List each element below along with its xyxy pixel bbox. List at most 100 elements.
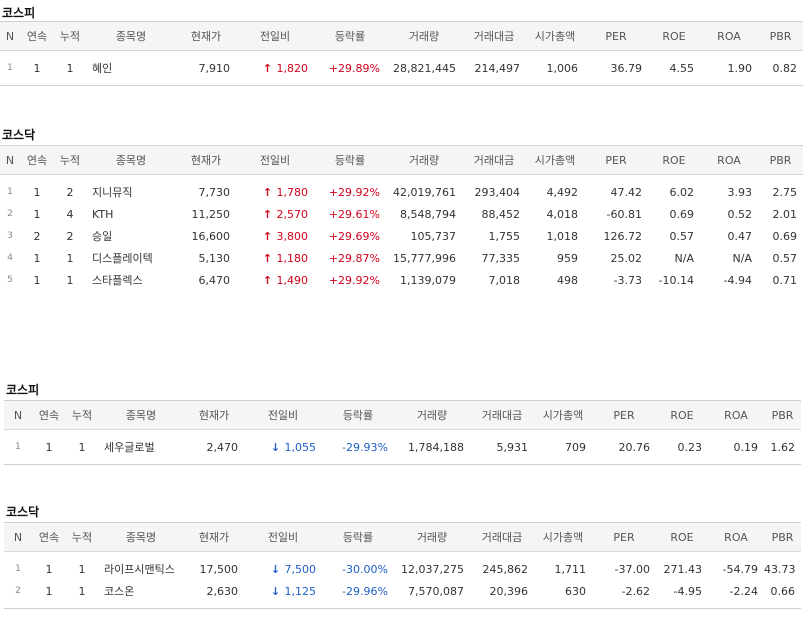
row-roa: 1.90 bbox=[727, 61, 753, 75]
row-consecutive: 2 bbox=[33, 229, 41, 243]
stock-name-link[interactable]: 스타플렉스 bbox=[92, 273, 143, 287]
col-price: 현재가 bbox=[184, 400, 244, 430]
row-roe: 6.02 bbox=[669, 185, 695, 199]
row-price: 2,630 bbox=[206, 584, 239, 598]
stock-name-link[interactable]: 혜인 bbox=[92, 61, 113, 75]
col-market-cap: 시가총액 bbox=[534, 400, 592, 430]
row-diff: ↓ 1,125 bbox=[244, 580, 322, 602]
row-amount: 20,396 bbox=[489, 584, 529, 598]
row-per: 36.79 bbox=[610, 61, 643, 75]
stock-name-link[interactable]: 라이프시맨틱스 bbox=[104, 562, 175, 576]
row-per: 25.02 bbox=[610, 251, 643, 265]
row-rank: 5 bbox=[7, 275, 13, 285]
row-price: 6,470 bbox=[198, 273, 231, 287]
table-row: 5 1 1 스타플렉스 6,470 ↑ 1,490 +29.92% 1,139,0… bbox=[0, 269, 803, 291]
col-amount: 거래대금 bbox=[470, 522, 534, 552]
row-market-cap: 709 bbox=[565, 440, 586, 454]
row-consecutive: 1 bbox=[33, 185, 41, 199]
diff-value: 1,125 bbox=[284, 584, 317, 598]
col-market-cap: 시가총액 bbox=[534, 522, 592, 552]
row-rank: 1 bbox=[7, 63, 13, 73]
stock-name-link[interactable]: 승일 bbox=[92, 229, 113, 243]
stock-table: N 연속 누적 종목명 현재가 전일비 등락률 거래량 거래대금 시가총액 PE… bbox=[0, 145, 803, 291]
row-rank: 3 bbox=[7, 231, 13, 241]
row-volume: 1,784,188 bbox=[408, 440, 464, 454]
row-roa: N/A bbox=[732, 251, 752, 265]
row-roa: 0.19 bbox=[733, 440, 759, 454]
row-per: 20.76 bbox=[618, 440, 651, 454]
col-roa: ROA bbox=[700, 145, 758, 175]
col-pbr: PBR bbox=[758, 145, 803, 175]
col-rate: 등락률 bbox=[314, 21, 386, 51]
row-amount: 5,931 bbox=[496, 440, 529, 454]
row-price: 7,910 bbox=[198, 61, 231, 75]
table-row: 1 1 1 혜인 7,910 ↑ 1,820 +29.89% 28,821,445… bbox=[0, 57, 803, 79]
row-cumulative: 2 bbox=[66, 229, 74, 243]
row-per: -3.73 bbox=[613, 273, 642, 287]
col-n: N bbox=[4, 522, 32, 552]
row-consecutive: 1 bbox=[33, 207, 41, 221]
stock-name-link[interactable]: KTH bbox=[92, 207, 114, 221]
row-rate: -29.93% bbox=[342, 440, 388, 454]
stock-name-link[interactable]: 세우글로벌 bbox=[104, 440, 155, 454]
header-row: N 연속 누적 종목명 현재가 전일비 등락률 거래량 거래대금 시가총액 PE… bbox=[0, 21, 803, 51]
row-roa: -2.24 bbox=[729, 584, 758, 598]
row-consecutive: 1 bbox=[45, 440, 53, 454]
row-consecutive: 1 bbox=[45, 584, 53, 598]
col-roa: ROA bbox=[708, 522, 764, 552]
row-volume: 28,821,445 bbox=[393, 61, 456, 75]
kospi-upper-limit-section: 코스피 N 연속 누적 종목명 현재가 전일비 등락률 거래량 거래대금 시가총… bbox=[0, 0, 803, 100]
col-diff: 전일비 bbox=[236, 145, 314, 175]
row-volume: 42,019,761 bbox=[393, 185, 456, 199]
row-per: 126.72 bbox=[603, 229, 643, 243]
row-amount: 88,452 bbox=[481, 207, 521, 221]
kosdaq-upper-limit-section: 코스닥 N 연속 누적 종목명 현재가 전일비 등락률 거래량 거래대금 시가총… bbox=[0, 123, 803, 303]
row-volume: 8,548,794 bbox=[400, 207, 456, 221]
section-title: 코스피 bbox=[2, 6, 36, 20]
stock-table: N 연속 누적 종목명 현재가 전일비 등락률 거래량 거래대금 시가총액 PE… bbox=[4, 400, 801, 465]
row-pbr: 0.82 bbox=[772, 61, 798, 75]
row-volume: 105,737 bbox=[410, 229, 457, 243]
col-pbr: PBR bbox=[764, 400, 801, 430]
stock-name-link[interactable]: 디스플레이텍 bbox=[92, 251, 153, 265]
stock-name-link[interactable]: 지니뮤직 bbox=[92, 185, 133, 199]
row-price: 2,470 bbox=[206, 440, 239, 454]
row-volume: 7,570,087 bbox=[408, 584, 464, 598]
diff-value: 1,055 bbox=[284, 440, 317, 454]
row-market-cap: 1,018 bbox=[546, 229, 579, 243]
row-consecutive: 1 bbox=[33, 61, 41, 75]
row-cumulative: 1 bbox=[78, 562, 86, 576]
arrow-down-icon: ↓ bbox=[270, 562, 281, 576]
row-pbr: 0.69 bbox=[772, 229, 798, 243]
row-price: 5,130 bbox=[198, 251, 231, 265]
row-diff: ↑ 1,820 bbox=[236, 57, 314, 79]
kosdaq-lower-limit-section: 코스닥 N 연속 누적 종목명 현재가 전일비 등락률 거래량 거래대금 시가총… bbox=[0, 500, 803, 630]
col-name: 종목명 bbox=[98, 400, 184, 430]
stock-table: N 연속 누적 종목명 현재가 전일비 등락률 거래량 거래대금 시가총액 PE… bbox=[4, 522, 801, 609]
col-name: 종목명 bbox=[86, 21, 176, 51]
row-market-cap: 630 bbox=[565, 584, 586, 598]
table-row: 4 1 1 디스플레이텍 5,130 ↑ 1,180 +29.87% 15,777… bbox=[0, 247, 803, 269]
row-rank: 4 bbox=[7, 253, 13, 263]
col-n: N bbox=[0, 145, 20, 175]
row-rate: +29.89% bbox=[328, 61, 380, 75]
col-per: PER bbox=[592, 400, 656, 430]
row-diff: ↑ 3,800 bbox=[236, 225, 314, 247]
row-rank: 1 bbox=[15, 442, 21, 452]
row-cumulative: 1 bbox=[66, 61, 74, 75]
table-row: 1 1 2 지니뮤직 7,730 ↑ 1,780 +29.92% 42,019,7… bbox=[0, 181, 803, 203]
row-pbr: 2.01 bbox=[772, 207, 798, 221]
col-diff: 전일비 bbox=[244, 400, 322, 430]
table-row: 2 1 4 KTH 11,250 ↑ 2,570 +29.61% 8,548,79… bbox=[0, 203, 803, 225]
col-rate: 등락률 bbox=[322, 522, 394, 552]
row-roe: N/A bbox=[674, 251, 694, 265]
col-name: 종목명 bbox=[98, 522, 184, 552]
col-roa: ROA bbox=[700, 21, 758, 51]
arrow-up-icon: ↑ bbox=[262, 251, 273, 265]
row-diff: ↓ 7,500 bbox=[244, 558, 322, 580]
stock-name-link[interactable]: 코스온 bbox=[104, 584, 135, 598]
row-rank: 2 bbox=[7, 209, 13, 219]
row-volume: 1,139,079 bbox=[400, 273, 456, 287]
table-row: 3 2 2 승일 16,600 ↑ 3,800 +29.69% 105,737 1… bbox=[0, 225, 803, 247]
row-rate: +29.92% bbox=[328, 273, 380, 287]
